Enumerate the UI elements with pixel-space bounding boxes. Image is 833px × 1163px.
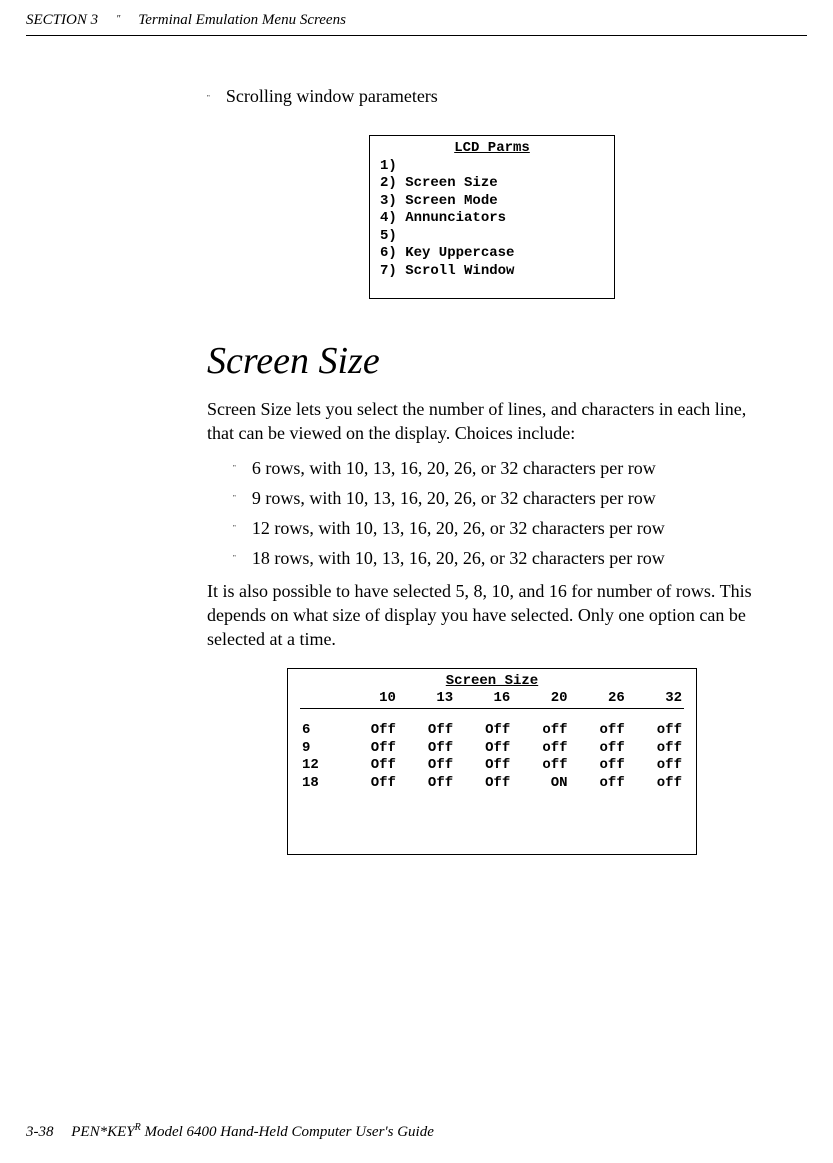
table-cell: Off — [398, 740, 455, 758]
table-cell: Off — [341, 757, 398, 775]
lcd-item: 7) Scroll Window — [380, 263, 604, 281]
list-item: " 9 rows, with 10, 13, 16, 20, 26, or 32… — [207, 486, 777, 510]
table-cell: off — [570, 722, 627, 740]
footer-text: PEN*KEY — [71, 1124, 134, 1140]
screen-size-table: 10 13 16 20 26 32 6 Off Off Off off off … — [300, 690, 684, 792]
list-item: " 12 rows, with 10, 13, 16, 20, 26, or 3… — [207, 516, 777, 540]
lcd-item: 5) — [380, 228, 604, 246]
lcd-parms-box: LCD Parms 1) 2) Screen Size 3) Screen Mo… — [369, 135, 615, 299]
row-options-list: " 6 rows, with 10, 13, 16, 20, 26, or 32… — [207, 456, 777, 571]
list-item-text: 18 rows, with 10, 13, 16, 20, 26, or 32 … — [252, 546, 777, 570]
table-row: 12 Off Off Off off off off — [300, 757, 684, 775]
table-cell: 18 — [300, 775, 341, 793]
table-cell: off — [512, 740, 569, 758]
table-cell: Off — [341, 740, 398, 758]
bullet-icon: " — [233, 494, 236, 510]
table-row: 9 Off Off Off off off off — [300, 740, 684, 758]
list-item-text: 9 rows, with 10, 13, 16, 20, 26, or 32 c… — [252, 486, 777, 510]
paragraph: Screen Size lets you select the number o… — [207, 397, 777, 446]
table-header: 26 — [570, 690, 627, 708]
table-cell: off — [512, 722, 569, 740]
table-header: 20 — [512, 690, 569, 708]
table-cell: Off — [398, 722, 455, 740]
paragraph: It is also possible to have selected 5, … — [207, 579, 777, 652]
lcd-item: 3) Screen Mode — [380, 193, 604, 211]
table-header: 13 — [398, 690, 455, 708]
lcd-item: 6) Key Uppercase — [380, 245, 604, 263]
table-cell: off — [627, 775, 684, 793]
table-cell: Off — [455, 740, 512, 758]
table-header: 16 — [455, 690, 512, 708]
table-cell: 6 — [300, 722, 341, 740]
table-cell: off — [570, 740, 627, 758]
table-cell: Off — [455, 775, 512, 793]
table-row: 6 Off Off Off off off off — [300, 722, 684, 740]
table-cell: off — [627, 757, 684, 775]
list-item-text: 6 rows, with 10, 13, 16, 20, 26, or 32 c… — [252, 456, 777, 480]
page-content: " Scrolling window parameters LCD Parms … — [0, 36, 833, 855]
table-cell: off — [627, 722, 684, 740]
page-number: 3-38 — [26, 1124, 54, 1140]
header-title: Terminal Emulation Menu Screens — [138, 12, 346, 29]
list-item-text: 12 rows, with 10, 13, 16, 20, 26, or 32 … — [252, 516, 777, 540]
table-header: 10 — [341, 690, 398, 708]
bullet-icon: " — [233, 524, 236, 540]
table-cell: off — [512, 757, 569, 775]
footer-text: Model 6400 Hand-Held Computer User's Gui… — [141, 1124, 434, 1140]
list-item: " 6 rows, with 10, 13, 16, 20, 26, or 32… — [207, 456, 777, 480]
table-cell: ON — [512, 775, 569, 793]
screen-size-title: Screen Size — [300, 673, 684, 691]
table-cell: Off — [455, 722, 512, 740]
intro-line: " Scrolling window parameters — [207, 86, 777, 107]
bullet-icon: " — [233, 554, 236, 570]
header-section: SECTION 3 — [26, 12, 98, 29]
lcd-item: 1) — [380, 158, 604, 176]
table-row: 18 Off Off Off ON off off — [300, 775, 684, 793]
intro-text: Scrolling window parameters — [226, 86, 438, 107]
page-footer: 3-38 PEN*KEYR Model 6400 Hand-Held Compu… — [26, 1122, 434, 1141]
lcd-item: 2) Screen Size — [380, 175, 604, 193]
bullet-icon: " — [207, 94, 210, 107]
table-header-row: 10 13 16 20 26 32 — [300, 690, 684, 708]
table-spacer — [300, 708, 684, 722]
table-cell: 9 — [300, 740, 341, 758]
table-cell: Off — [455, 757, 512, 775]
table-cell: Off — [398, 775, 455, 793]
table-cell: off — [570, 775, 627, 793]
lcd-title: LCD Parms — [380, 140, 604, 158]
table-cell: Off — [341, 775, 398, 793]
bullet-icon: " — [233, 464, 236, 480]
header-bullet: " — [116, 14, 120, 25]
section-heading: Screen Size — [207, 339, 777, 383]
lcd-item: 4) Annunciators — [380, 210, 604, 228]
table-cell: off — [627, 740, 684, 758]
screen-size-box: Screen Size 10 13 16 20 26 32 6 Off Off … — [287, 668, 697, 856]
table-cell: Off — [341, 722, 398, 740]
table-cell: Off — [398, 757, 455, 775]
list-item: " 18 rows, with 10, 13, 16, 20, 26, or 3… — [207, 546, 777, 570]
table-cell: off — [570, 757, 627, 775]
table-header — [300, 690, 341, 708]
table-cell: 12 — [300, 757, 341, 775]
table-header: 32 — [627, 690, 684, 708]
page-header: SECTION 3 " Terminal Emulation Menu Scre… — [26, 0, 807, 36]
